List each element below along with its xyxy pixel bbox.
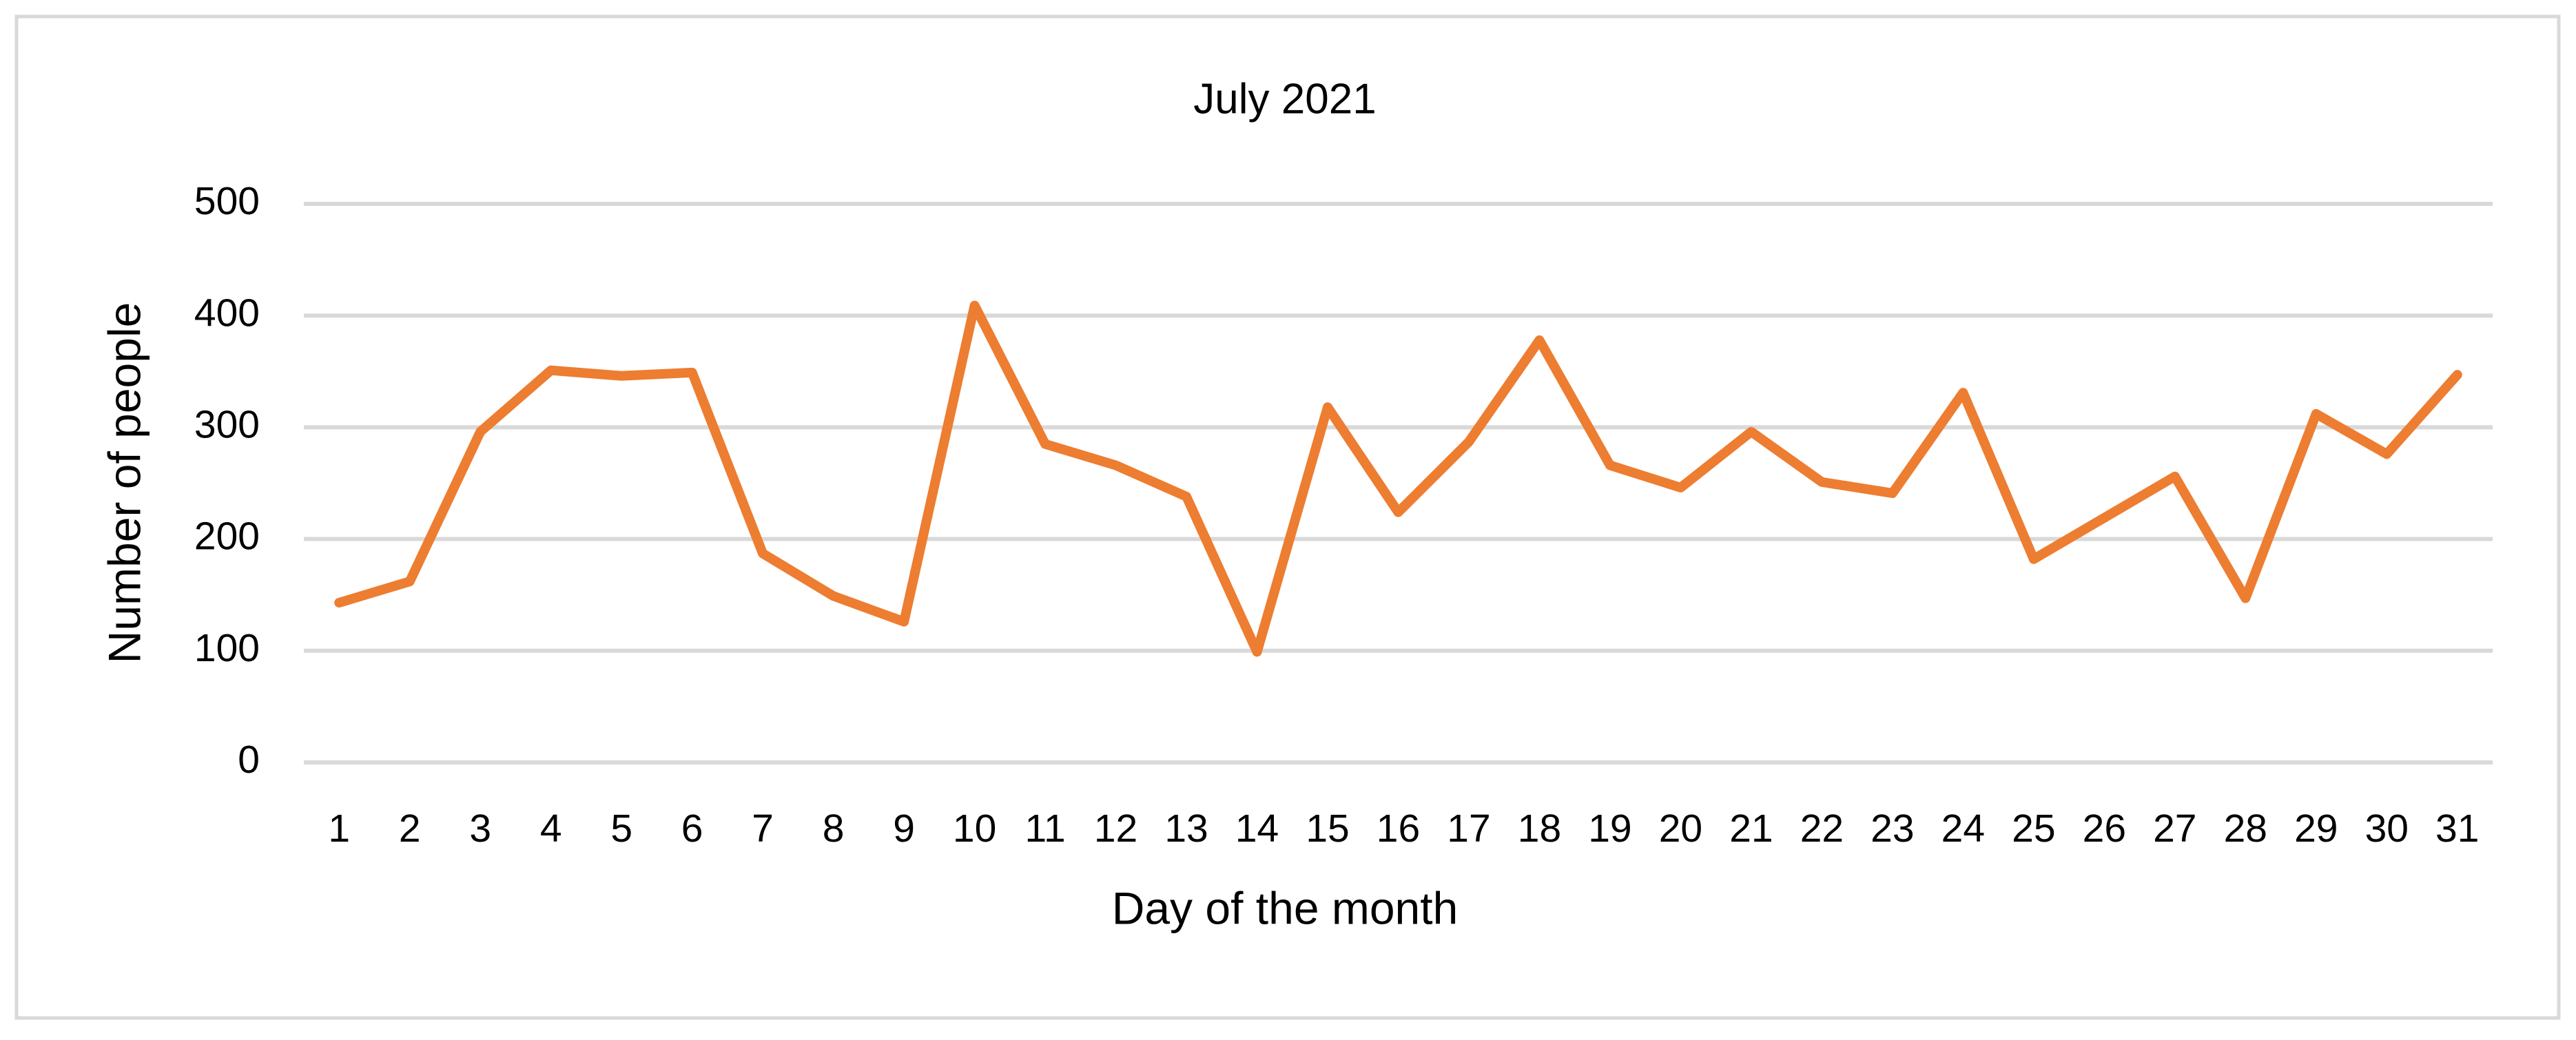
x-tick-label: 11 — [1024, 807, 1065, 851]
x-tick-label: 9 — [893, 807, 915, 851]
x-tick-label: 29 — [2294, 807, 2338, 851]
x-axis-label: Day of the month — [1112, 882, 1459, 933]
x-tick-label: 30 — [2365, 807, 2409, 851]
x-tick-label: 28 — [2224, 807, 2267, 851]
x-tick-label: 15 — [1306, 807, 1349, 851]
y-tick-label: 400 — [194, 291, 260, 335]
x-tick-label: 3 — [469, 807, 491, 851]
x-tick-label: 14 — [1235, 807, 1279, 851]
y-tick-label: 300 — [194, 402, 260, 446]
x-tick-label: 22 — [1800, 807, 1844, 851]
x-tick-label: 7 — [752, 807, 774, 851]
x-tick-label: 8 — [823, 807, 845, 851]
x-tick-label: 5 — [610, 807, 632, 851]
x-tick-label: 21 — [1729, 807, 1773, 851]
x-tick-label: 18 — [1518, 807, 1561, 851]
x-tick-label: 27 — [2153, 807, 2196, 851]
x-tick-label: 1 — [328, 807, 350, 851]
x-tick-label: 6 — [681, 807, 703, 851]
x-tick-label: 2 — [399, 807, 421, 851]
x-tick-label: 12 — [1094, 807, 1137, 851]
x-tick-label: 10 — [953, 807, 996, 851]
x-tick-label: 31 — [2435, 807, 2479, 851]
x-tick-label: 24 — [1941, 807, 1985, 851]
x-tick-label: 25 — [2012, 807, 2055, 851]
y-tick-label: 200 — [194, 514, 260, 559]
y-tick-label: 0 — [238, 738, 260, 782]
data-line — [334, 300, 2462, 657]
x-tick-label: 4 — [540, 807, 562, 851]
x-tick-label: 13 — [1164, 807, 1208, 851]
x-tick-label: 19 — [1588, 807, 1631, 851]
chart-frame — [14, 14, 2561, 1020]
x-tick-label: 23 — [1871, 807, 1914, 851]
x-tick-label: 16 — [1377, 807, 1420, 851]
y-tick-label: 100 — [194, 626, 260, 670]
x-tick-label: 26 — [2083, 807, 2126, 851]
y-axis-label: Number of people — [99, 302, 150, 664]
x-tick-label: 20 — [1659, 807, 1702, 851]
y-tick-label: 500 — [194, 179, 260, 223]
chart-title: July 2021 — [1193, 75, 1376, 123]
x-tick-label: 17 — [1447, 807, 1490, 851]
